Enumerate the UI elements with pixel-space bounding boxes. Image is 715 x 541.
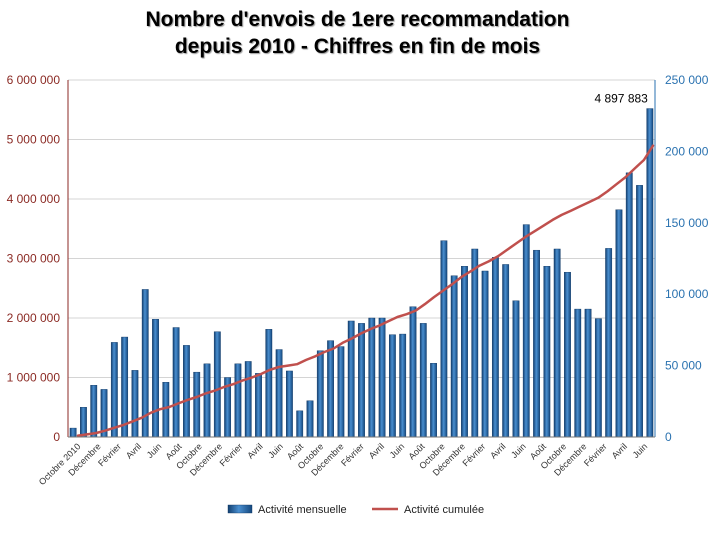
x-axis-tick-label: Juin [266, 441, 285, 460]
bar [193, 371, 201, 438]
legend-label-bars: Activité mensuelle [258, 504, 347, 516]
bar [502, 264, 510, 438]
x-axis-tick-label: Avril [245, 441, 264, 460]
bar [461, 266, 468, 438]
x-axis-tick-label: Avril [488, 441, 507, 460]
x-axis-tick-label: Avril [124, 441, 143, 460]
bar [471, 248, 479, 438]
bar [440, 240, 448, 438]
bar [172, 327, 180, 438]
chart-title-line-2: depuis 2010 - Chiffres en fin de mois [174, 35, 541, 58]
left-axis-tick-label: 0 [53, 430, 60, 444]
bar [584, 308, 592, 438]
bar [399, 333, 407, 438]
right-axis-tick-label: 0 [665, 430, 672, 444]
bar [255, 373, 262, 438]
bar [327, 340, 334, 438]
bar [121, 336, 129, 438]
right-axis-tick-label: 250 000 [665, 73, 709, 87]
bar [574, 308, 582, 438]
x-axis-tick-label: Juin [509, 441, 528, 460]
annotation-label: 4 897 883 [594, 92, 648, 106]
right-axis-tick-label: 50 000 [665, 359, 702, 373]
x-axis-tick-label: Juin [388, 441, 407, 460]
bar [533, 249, 540, 438]
bar [594, 318, 602, 438]
bar [636, 185, 643, 438]
bar [337, 346, 345, 438]
legend-swatch-bars [227, 504, 253, 514]
bar [358, 323, 365, 438]
bar [543, 266, 551, 438]
x-axis-tick-label: Avril [610, 441, 629, 460]
x-axis-tick-label: Février [582, 441, 609, 468]
bar [389, 334, 396, 438]
bar [183, 345, 190, 438]
bar [296, 410, 304, 438]
right-axis-tick-label: 200 000 [665, 144, 709, 158]
bar [512, 300, 520, 438]
x-axis-tick-label: Février [96, 441, 123, 468]
bar [152, 318, 159, 438]
x-axis-tick-label: Février [218, 441, 245, 468]
bar [110, 342, 118, 438]
left-axis-tick-label: 1 000 000 [7, 371, 61, 385]
cumulative-line-path [76, 144, 655, 437]
x-axis-tick-label: Juin [145, 441, 164, 460]
bar [368, 317, 376, 438]
bar [646, 108, 654, 438]
x-axis-tick-label: Février [460, 441, 487, 468]
bar [605, 248, 613, 438]
left-axis-tick-label: 2 000 000 [7, 311, 61, 325]
bar [491, 257, 499, 438]
bar [286, 370, 293, 438]
axes [67, 80, 656, 438]
bar [378, 317, 386, 438]
legend-label-line: Activité cumulée [404, 504, 484, 516]
bar [234, 363, 242, 438]
chart-title-line-1: Nombre d'envois de 1ere recommandation [145, 8, 570, 31]
bar [409, 306, 417, 438]
left-axis-tick-label: 4 000 000 [7, 192, 61, 206]
legend: Activité mensuelle Activité cumulée [227, 504, 484, 516]
x-axis-tick-label: Juin [631, 441, 650, 460]
bar [564, 271, 571, 438]
bar [69, 427, 77, 438]
bar [80, 407, 87, 438]
bar [244, 361, 252, 438]
left-axis-tick-label: 6 000 000 [7, 73, 61, 87]
bar [553, 248, 561, 438]
x-axis-tick-label: Avril [367, 441, 386, 460]
bar [275, 349, 283, 438]
bars [69, 108, 654, 438]
bar [213, 331, 221, 438]
bar [203, 363, 211, 438]
bar [625, 172, 633, 438]
left-axis-tick-label: 3 000 000 [7, 252, 61, 266]
bar [615, 209, 623, 438]
bar [419, 323, 427, 438]
bar [306, 400, 314, 438]
right-axis-tick-label: 100 000 [665, 287, 709, 301]
bar [131, 370, 139, 438]
bar [522, 224, 530, 438]
bar [265, 329, 273, 438]
bar [316, 350, 324, 438]
bar [481, 270, 489, 438]
bar [430, 363, 437, 438]
bar [450, 275, 458, 438]
bar [90, 385, 98, 438]
right-axis-tick-label: 150 000 [665, 216, 709, 230]
chart-title: Nombre d'envois de 1ere recommandation d… [0, 6, 715, 60]
left-axis-tick-label: 5 000 000 [7, 133, 61, 147]
x-axis-tick-label: Février [339, 441, 366, 468]
cumulative-line [76, 144, 655, 437]
